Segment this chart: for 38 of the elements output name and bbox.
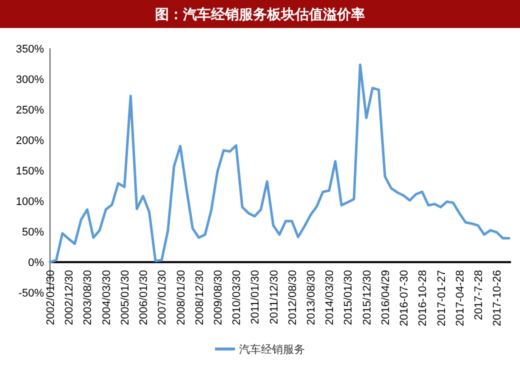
y-tick-label: 350% [16, 43, 44, 56]
x-tick-label: 2015/01/30 [342, 270, 355, 326]
x-tick-label: 2009/08/30 [212, 270, 224, 326]
x-tick-label: 2002/01/30 [45, 270, 57, 326]
x-tick-label: 2003/08/30 [82, 270, 94, 326]
y-tick-label: 200% [16, 134, 44, 147]
x-tick-label: 2002/12/30 [64, 270, 76, 326]
x-tick-label: 2007/01/30 [156, 270, 169, 326]
x-tick-label: 2015/12/30 [361, 270, 374, 326]
y-tick-label: 50% [22, 226, 44, 239]
chart-title: 图：汽车经销服务板块估值溢价率 [155, 6, 365, 22]
x-tick-label: 2014/03/30 [324, 270, 336, 326]
y-tick-label: 150% [16, 165, 44, 178]
x-tick-label: 2010/03/30 [231, 270, 244, 326]
x-tick-label: 2016-07-30 [398, 270, 411, 326]
x-tick-label: 2006/01/30 [138, 270, 150, 326]
y-tick-label: 250% [16, 104, 44, 116]
x-tick-label: 2004/03/30 [100, 270, 113, 326]
y-tick-label: 100% [16, 196, 44, 208]
title-banner: 图：汽车经销服务板块估值溢价率 [0, 0, 520, 28]
x-tick-label: 2017-7-28 [472, 270, 485, 320]
x-tick-label: 2017-04-28 [454, 270, 466, 326]
x-tick-label: 2008/01/30 [175, 270, 188, 326]
line-series [48, 64, 510, 264]
x-tick-label: 2011/12/30 [268, 270, 280, 324]
x-tick-label: 2011/01/30 [250, 270, 262, 324]
y-tick-label: -50% [18, 288, 44, 300]
x-tick-label: 2012/08/30 [286, 270, 299, 326]
x-tick-label: 2005/01/30 [119, 270, 132, 326]
y-tick-label: 300% [16, 74, 44, 86]
y-tick-label: 0% [28, 257, 44, 270]
x-tick-label: 2016-10-28 [417, 270, 430, 326]
x-tick-label: 2013/08/30 [306, 270, 318, 326]
x-tick-label: 2016/04/29 [380, 270, 392, 326]
x-tick-label: 2017-01-27 [436, 270, 448, 326]
x-tick-label: 2017-10-26 [492, 270, 504, 326]
legend-label: 汽车经销服务 [239, 343, 305, 356]
x-tick-label: 2008/12/30 [194, 270, 206, 326]
